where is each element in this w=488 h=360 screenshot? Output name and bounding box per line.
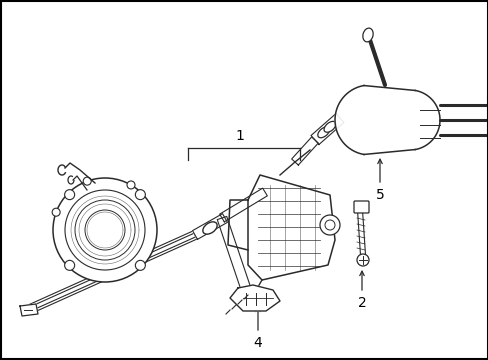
Ellipse shape [362,28,372,42]
Circle shape [356,254,368,266]
FancyBboxPatch shape [353,201,368,213]
Circle shape [135,190,145,200]
Circle shape [127,181,135,189]
Polygon shape [27,233,195,312]
Polygon shape [192,213,227,239]
Text: 2: 2 [357,296,366,310]
Polygon shape [291,137,318,165]
Polygon shape [217,216,252,297]
Polygon shape [247,175,334,280]
Circle shape [53,178,157,282]
Circle shape [319,215,339,235]
Polygon shape [357,210,365,255]
Ellipse shape [317,127,329,138]
Polygon shape [26,231,197,314]
Polygon shape [229,285,280,311]
Circle shape [135,260,145,270]
Text: 4: 4 [253,336,262,350]
Text: 1: 1 [235,129,244,143]
Ellipse shape [203,222,217,234]
Circle shape [52,208,60,216]
Circle shape [64,260,75,270]
Polygon shape [20,304,38,316]
Text: 3: 3 [65,225,74,239]
Polygon shape [310,113,343,144]
Text: 5: 5 [375,188,384,202]
Polygon shape [219,188,267,222]
Circle shape [83,177,91,185]
Circle shape [64,190,75,200]
Polygon shape [334,86,439,154]
Ellipse shape [324,121,335,132]
